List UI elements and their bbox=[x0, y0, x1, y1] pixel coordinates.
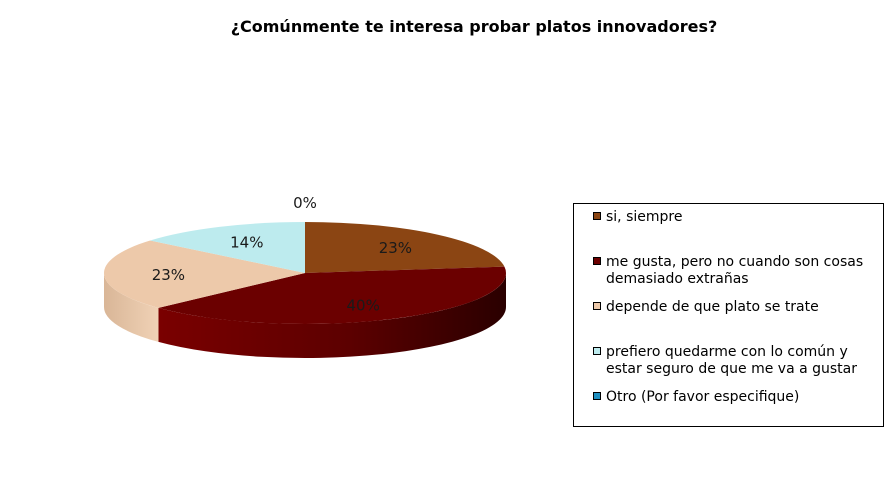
legend-swatch bbox=[593, 302, 601, 310]
pie-slice-label: 23% bbox=[152, 266, 185, 284]
pie-slice bbox=[305, 222, 505, 273]
legend-label: prefiero quedarme con lo común y estar s… bbox=[606, 344, 858, 377]
legend-label: si, siempre bbox=[606, 209, 683, 225]
pie-slice bbox=[158, 266, 507, 325]
legend-swatch bbox=[593, 257, 601, 265]
legend-swatch bbox=[593, 392, 601, 400]
legend-label: me gusta, pero no cuando son cosas demas… bbox=[606, 254, 864, 287]
legend-swatch bbox=[593, 212, 601, 220]
pie-slice-label: 0% bbox=[293, 194, 317, 212]
pie-slice-label: 14% bbox=[230, 234, 263, 252]
pie-slice bbox=[150, 222, 305, 273]
legend-label: depende de que plato se trate bbox=[606, 299, 819, 315]
chart-title: ¿Comúnmente te interesa probar platos in… bbox=[230, 17, 718, 36]
legend-label: Otro (Por favor especifique) bbox=[606, 389, 800, 405]
pie-slice-label: 40% bbox=[347, 296, 380, 314]
chart-legend: si, siempre me gusta, pero no cuando son… bbox=[573, 203, 884, 427]
pie-slice bbox=[104, 240, 305, 308]
pie-slice-side bbox=[158, 273, 507, 358]
legend-swatch bbox=[593, 347, 601, 355]
pie-slice-side bbox=[104, 273, 159, 342]
pie-slice-label: 23% bbox=[379, 239, 412, 257]
